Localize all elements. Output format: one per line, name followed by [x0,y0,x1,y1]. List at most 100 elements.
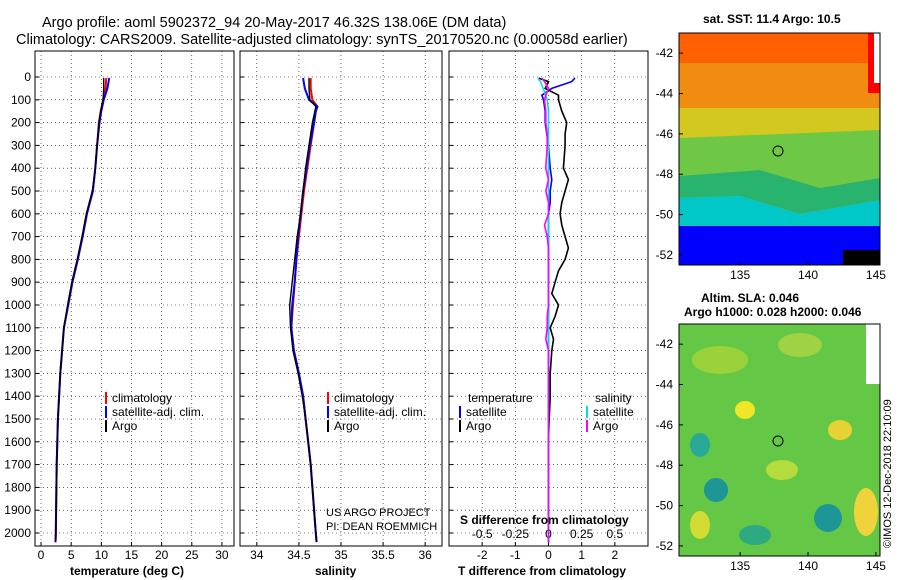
depth-tick-label: 400 [11,161,31,175]
salinity-series-argo [288,78,318,543]
depth-tick-label: 2000 [4,526,31,540]
depth-tick-label: 500 [11,184,31,198]
depth-tick-label: 900 [11,275,31,289]
x-tick-label: 2 [611,548,618,562]
sst-map [678,32,881,266]
header-line1: Argo profile: aoml 5902372_94 20-May-201… [42,15,506,31]
map-y-tick-label: -44 [656,378,674,392]
sst-map-axes: 135 140 145 -42 -44 -46 -48 -50 -52 [656,46,887,282]
sst-argo-position-marker [772,145,784,157]
difference-xlabel-salinity: S difference from climatology [460,513,629,527]
sla-map [678,323,881,557]
map-x-tick-label: 145 [866,559,886,573]
legend-label: Argo [334,419,360,433]
legend-label: satellite-adj. clim. [334,405,426,419]
difference-xlabel: T difference from climatology [458,564,626,578]
x-tick-label: 34.5 [287,548,311,562]
map-x-tick-label: 140 [798,559,818,573]
x-tick-label: 5 [68,548,75,562]
sla-blob [690,433,710,457]
depth-tick-label: 1700 [4,458,31,472]
temperature-series-argo [54,78,105,543]
map-x-tick-label: 135 [730,559,750,573]
legend-title-temperature: temperature [468,391,533,405]
depth-tick-label: 1600 [4,435,31,449]
legend-label: satellite [466,405,507,419]
legend-label: climatology [334,391,394,405]
sla-blob [828,420,852,440]
difference-x-axis: -2 -1 0 1 2-0.5 -0.25 0 0.25 0.5 [472,527,624,562]
watermark: ©IMOS 12-Dec-2018 22:10:09 [882,399,894,548]
sla-blob [739,525,771,545]
map-x-tick-label: 145 [866,268,886,282]
depth-tick-label: 1800 [4,480,31,494]
sla-map-title1: Altim. SLA: 0.046 [701,291,799,305]
sst-band-cyan [679,196,880,228]
x-tick-label: 0 [38,548,45,562]
sla-map-title2: Argo h1000: 0.028 h2000: 0.046 [684,305,862,319]
s-diff-tick-label: 0.25 [570,527,594,541]
x-tick-label: 10 [95,548,109,562]
map-x-tick-label: 135 [730,268,750,282]
legend-label: Argo [593,419,619,433]
map-y-tick-label: -44 [656,87,674,101]
sst-map-title: sat. SST: 11.4 Argo: 10.5 [703,12,841,26]
depth-tick-label: 1100 [5,321,31,335]
header-line2: Climatology: CARS2009. Satellite-adjuste… [16,32,628,48]
sla-blob [854,488,878,536]
depth-tick-label: 1900 [4,503,31,517]
sst-band-lightgreen [679,130,880,188]
x-tick-label: -1 [510,548,521,562]
temperature-legend: climatology satellite-adj. clim. Argo [105,391,204,433]
salinity-x-axis: 34 34.5 35 35.5 36 [250,542,432,562]
sla-map-frame [678,323,881,557]
depth-tick-label: 100 [11,93,31,107]
sla-blob [766,460,798,480]
temperature-x-axis: 0 5 10 15 20 25 30 [38,542,229,562]
depth-tick-label: 1000 [4,298,31,312]
legend-label: Argo [112,419,138,433]
depth-tick-label: 300 [11,138,31,152]
sla-map-axes: 135 140 145 -42 -44 -46 -48 -50 -52 [656,337,887,573]
x-tick-label: 25 [185,548,199,562]
map-y-tick-label: -46 [656,127,674,141]
x-tick-label: 35 [334,548,348,562]
map-y-tick-label: -42 [656,337,674,351]
depth-tick-label: 1400 [4,389,31,403]
map-y-tick-label: -50 [656,208,674,222]
sst-band-orange [679,63,880,108]
x-tick-label: 36 [418,548,432,562]
map-y-tick-label: -52 [656,248,674,262]
sst-band-warm [679,33,880,63]
legend-label: climatology [112,391,172,405]
sst-missing-data [843,250,880,265]
map-y-tick-label: -42 [656,46,674,60]
x-tick-label: -2 [477,548,488,562]
salinity-legend: climatology satellite-adj. clim. Argo [327,391,426,433]
legend-label: satellite-adj. clim. [112,405,204,419]
sla-blob [778,333,822,357]
s-diff-tick-label: -0.5 [472,527,493,541]
depth-tick-label: 1300 [4,366,31,380]
temperature-xlabel: temperature (deg C) [70,564,184,578]
x-tick-label: 30 [215,548,229,562]
map-x-tick-label: 140 [798,268,818,282]
depth-axis: 0 100 200 300 400 500 600 700 800 900 1000 1100 1200… [4,70,31,540]
difference-series-s-argo [541,77,550,543]
sla-blob [692,346,748,374]
x-tick-label: 20 [155,548,169,562]
map-y-tick-label: -52 [656,539,674,553]
map-y-tick-label: -48 [656,458,674,472]
credit-line1: US ARGO PROJECT [326,507,431,519]
map-y-tick-label: -50 [656,499,674,513]
x-tick-label: 15 [125,548,139,562]
depth-tick-label: 1500 [4,412,31,426]
grid-lines [35,51,648,546]
sst-land [874,33,880,83]
sla-blob [735,401,755,419]
map-y-tick-label: -48 [656,167,674,181]
x-tick-label: 1 [578,548,585,562]
s-diff-tick-label: -0.25 [502,527,530,541]
legend-title-salinity: salinity [595,391,632,405]
sst-map-frame [678,32,881,266]
